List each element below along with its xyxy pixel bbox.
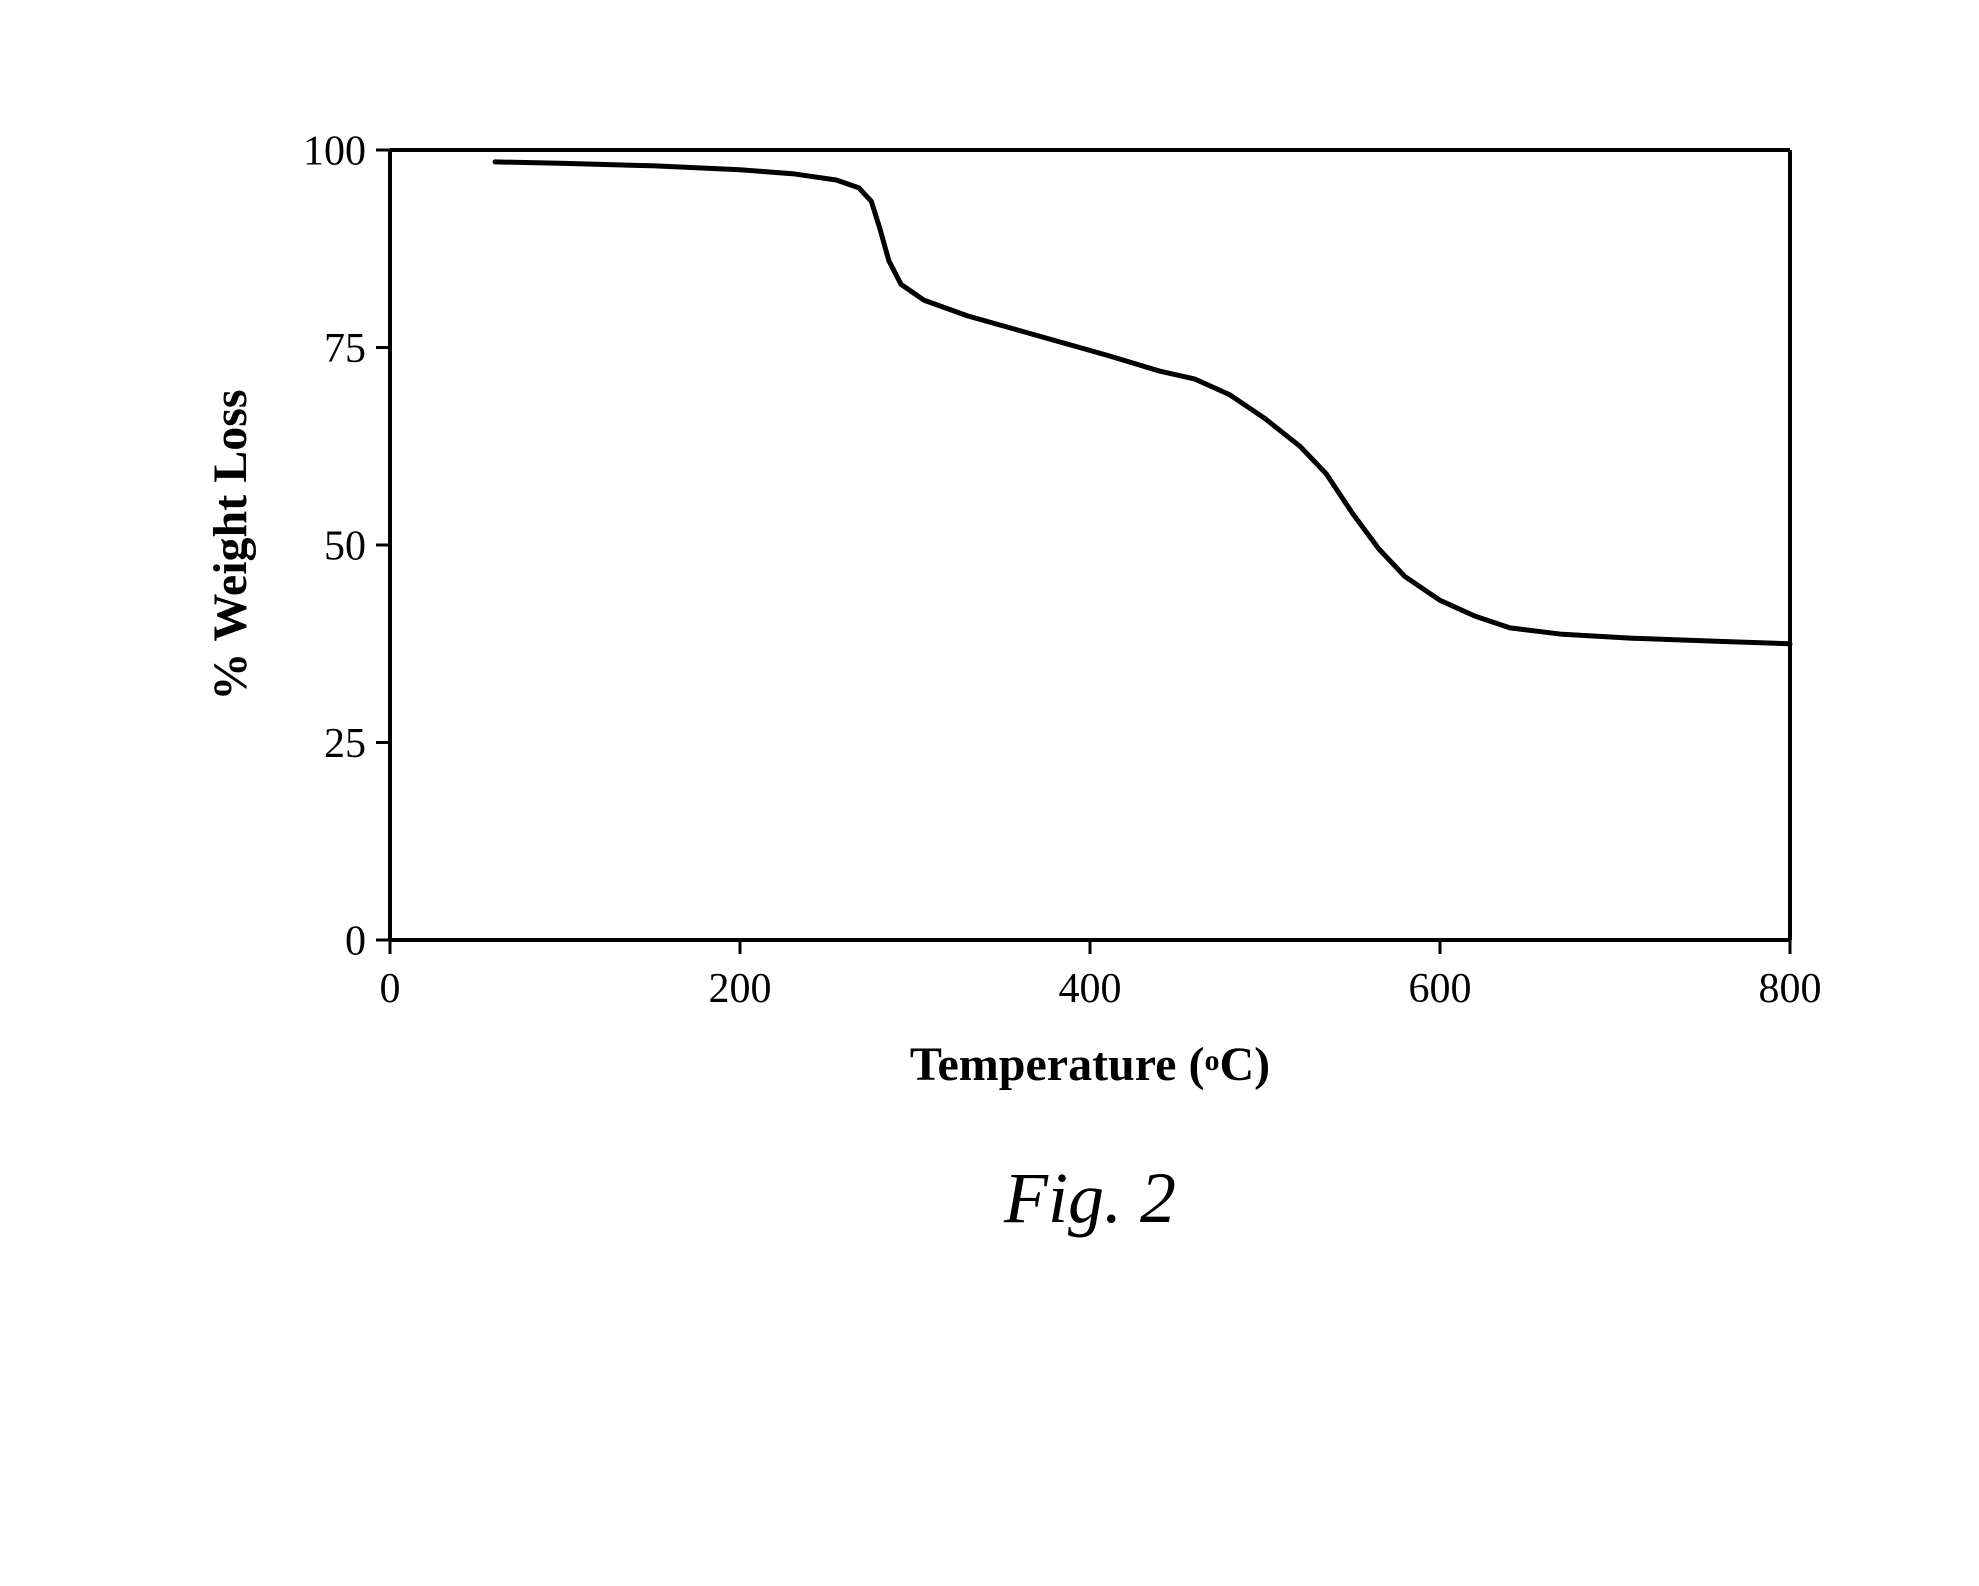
x-tick-label: 800	[1759, 966, 1822, 1012]
tga-chart: 02004006008000255075100Temperature (oC)%…	[110, 120, 1870, 1460]
figure-caption: Fig. 2	[1003, 1158, 1176, 1238]
chart-svg: 02004006008000255075100Temperature (oC)%…	[110, 120, 1870, 1460]
x-tick-label: 400	[1059, 966, 1122, 1012]
y-tick-label: 25	[324, 721, 366, 767]
x-tick-label: 600	[1409, 966, 1472, 1012]
x-tick-label: 0	[380, 966, 401, 1012]
y-tick-label: 50	[324, 524, 366, 570]
y-axis-label: % Weight Loss	[204, 389, 257, 700]
y-tick-label: 0	[345, 919, 366, 965]
x-tick-label: 200	[709, 966, 772, 1012]
y-tick-label: 100	[303, 129, 366, 175]
y-tick-label: 75	[324, 326, 366, 372]
